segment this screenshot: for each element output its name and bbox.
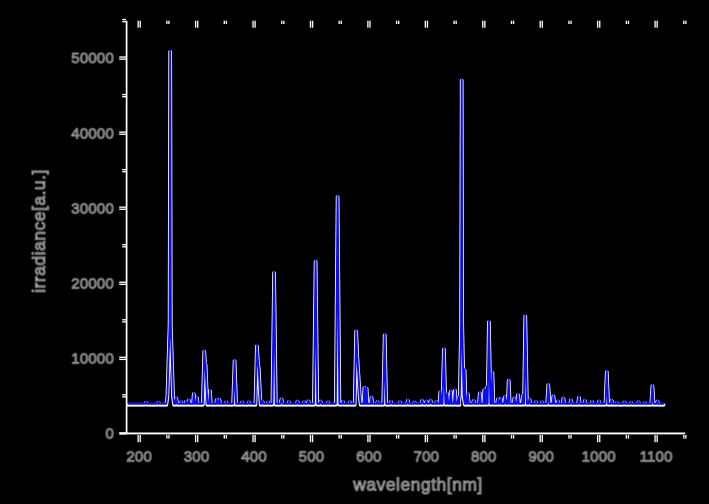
svg-text:40000: 40000 [71,125,114,142]
svg-text:400: 400 [241,448,267,465]
svg-text:200: 200 [126,448,152,465]
svg-text:900: 900 [528,448,554,465]
svg-text:10000: 10000 [71,350,114,367]
svg-text:50000: 50000 [71,50,114,67]
svg-text:500: 500 [299,448,325,465]
svg-text:0: 0 [105,426,114,443]
svg-text:30000: 30000 [71,200,114,217]
svg-text:20000: 20000 [71,275,114,292]
svg-text:1100: 1100 [640,448,673,465]
svg-text:700: 700 [414,448,440,465]
svg-text:1000: 1000 [582,448,616,465]
svg-text:wavelength[nm]: wavelength[nm] [352,475,483,495]
svg-text:800: 800 [471,448,497,465]
svg-text:600: 600 [356,448,382,465]
svg-text:irradiance[a.u.]: irradiance[a.u.] [29,169,49,293]
svg-text:300: 300 [184,448,210,465]
